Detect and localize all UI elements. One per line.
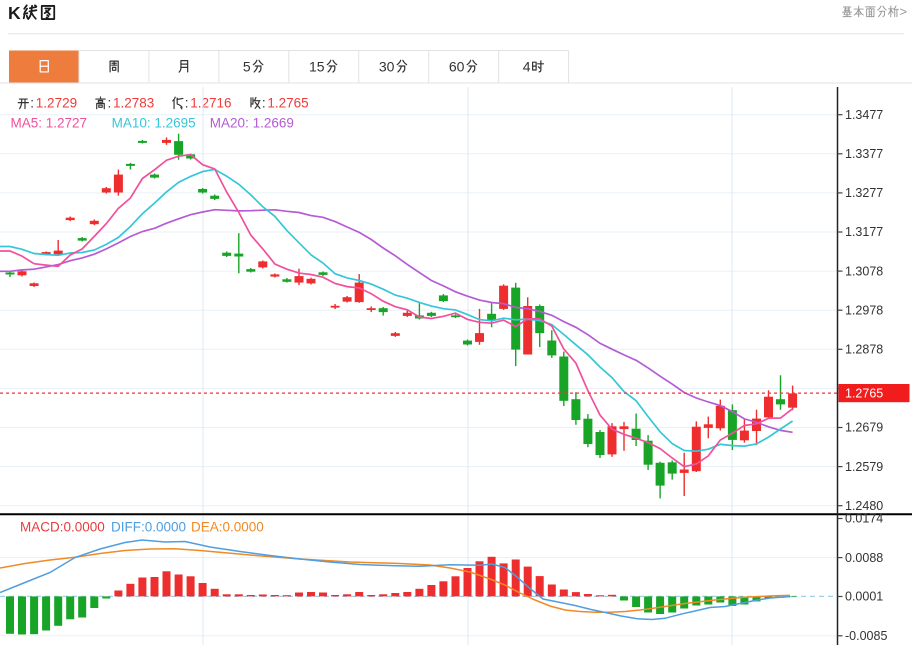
svg-text:0.0174: 0.0174 <box>845 512 883 526</box>
svg-text:1.2729: 1.2729 <box>36 96 77 111</box>
svg-text:0.0001: 0.0001 <box>845 590 883 604</box>
svg-text:K: K <box>8 3 21 23</box>
svg-text:5: 5 <box>243 59 251 75</box>
svg-text::: : <box>108 96 112 111</box>
svg-text::: : <box>185 96 189 111</box>
svg-text::: : <box>30 96 34 111</box>
svg-text:1.3277: 1.3277 <box>845 186 883 200</box>
svg-text::: : <box>262 96 266 111</box>
svg-text:30: 30 <box>379 59 395 75</box>
svg-text:1.3377: 1.3377 <box>845 147 883 161</box>
svg-text:1.2765: 1.2765 <box>267 96 308 111</box>
svg-text:60: 60 <box>449 59 465 75</box>
svg-text:1.3177: 1.3177 <box>845 225 883 239</box>
svg-text:MA5: 1.2727: MA5: 1.2727 <box>11 115 88 130</box>
svg-text:1.2978: 1.2978 <box>845 303 883 317</box>
svg-text:1.2878: 1.2878 <box>845 343 883 357</box>
svg-text:>: > <box>900 4 908 19</box>
svg-text:MACD:0.0000: MACD:0.0000 <box>20 520 105 535</box>
svg-text:1.2480: 1.2480 <box>845 499 883 513</box>
svg-text:1.2716: 1.2716 <box>190 96 231 111</box>
svg-text:-0.0085: -0.0085 <box>845 629 887 643</box>
svg-text:1.2579: 1.2579 <box>845 460 883 474</box>
svg-text:1.2765: 1.2765 <box>845 386 883 400</box>
svg-text:DIFF:0.0000: DIFF:0.0000 <box>111 520 186 535</box>
svg-text:DEA:0.0000: DEA:0.0000 <box>191 520 264 535</box>
svg-text:MA20: 1.2669: MA20: 1.2669 <box>210 115 294 130</box>
svg-text:1.2783: 1.2783 <box>113 96 154 111</box>
svg-text:1.2679: 1.2679 <box>845 421 883 435</box>
svg-text:1.3477: 1.3477 <box>845 108 883 122</box>
svg-text:1.3078: 1.3078 <box>845 264 883 278</box>
svg-text:0.0088: 0.0088 <box>845 551 883 565</box>
svg-text:15: 15 <box>309 59 325 75</box>
svg-text:MA10: 1.2695: MA10: 1.2695 <box>112 115 196 130</box>
svg-text:4: 4 <box>523 59 531 75</box>
